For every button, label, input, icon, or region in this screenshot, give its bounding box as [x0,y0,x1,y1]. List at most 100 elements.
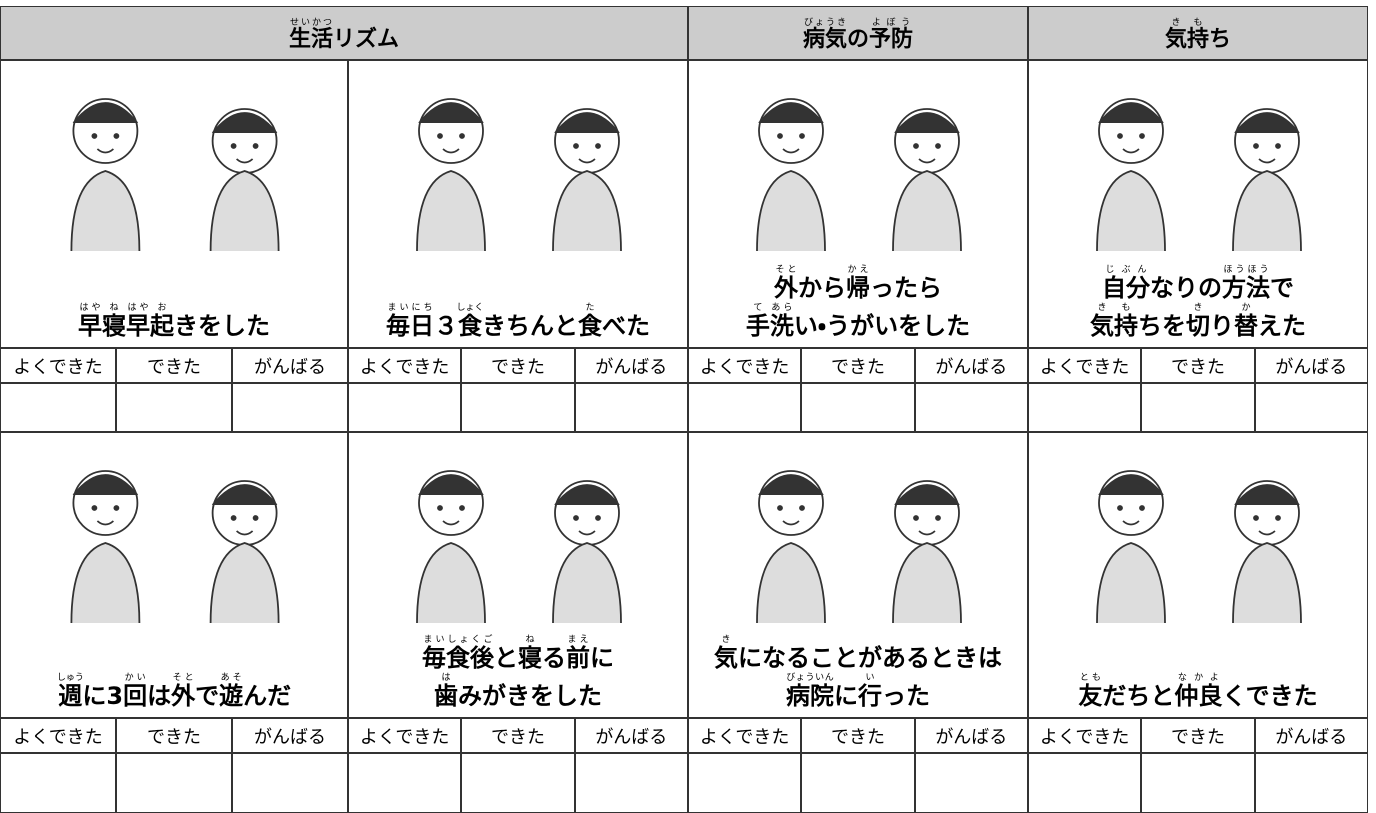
text: で [195,682,220,710]
base: 気持 [1164,27,1209,52]
rating-label: よくできた [1028,718,1142,753]
rating-cell[interactable] [461,753,575,813]
text: から [798,274,846,302]
rating-cell[interactable] [116,383,232,432]
rating-cell[interactable] [1254,383,1368,432]
text: に [834,682,858,710]
rating-cell[interactable] [1141,383,1255,432]
furigana: あそ [219,673,244,683]
furigana: びょうき [802,18,847,28]
text: に3 [82,682,124,710]
ruby-text: 気持きも [1090,303,1138,340]
furigana: はや [126,303,150,313]
text: で [1270,274,1294,302]
rating-cell[interactable] [688,383,802,432]
furigana: びょういん [786,673,834,683]
caption: 早はや寝ね早はや起おきをした [1,303,347,341]
furigana: しゅう [56,673,84,683]
text: り [1210,312,1234,340]
rating-cell[interactable] [574,383,688,432]
rating-cell[interactable] [0,753,116,813]
base: 友 [1078,682,1103,710]
base: 外 [171,682,196,710]
rating-cell[interactable] [914,383,1028,432]
base: 切 [1186,312,1210,340]
text: なりの [1150,274,1222,302]
text: べた [601,312,650,340]
ruby-text: 外そと [774,265,798,302]
rating-cell[interactable] [914,753,1028,813]
caption-line: 気持きもちを切きり替かえた [1029,303,1367,341]
ruby-text: 替か [1234,303,1258,340]
furigana: かい [123,673,148,683]
rating-cell[interactable] [348,383,462,432]
text: い・うがいをした [793,312,971,340]
illustration [756,98,962,252]
illustration [1096,98,1302,252]
ruby-text: 寝ね [518,635,542,672]
rating-cell[interactable] [688,753,802,813]
furigana: は [434,673,458,683]
rating-cell[interactable] [461,383,575,432]
furigana: あら [769,303,794,313]
base: 歯 [434,682,458,710]
rating-label: がんばる [574,718,688,753]
furigana: か [1234,303,1258,313]
text: る [542,644,566,672]
caption-line: 歯はみがきをした [349,673,687,711]
rating-cell[interactable] [1028,383,1142,432]
illustration [416,98,622,252]
furigana: よぼう [869,18,914,28]
activity-card: 気きになることがあるときは 病院びょういんに行いった [688,432,1028,718]
rating-cell[interactable] [801,383,915,432]
rating-label: がんばる [1254,718,1368,753]
ruby-text: 食しょく [456,303,483,340]
base: 洗 [769,312,794,340]
activity-card: 毎日まいにち３食しょくきちんと食たべた [348,60,688,348]
base: 手 [745,312,770,340]
furigana: きも [1090,303,1138,313]
base: 自分 [1102,274,1150,302]
rating-label: できた [116,348,232,383]
rating-cell[interactable] [801,753,915,813]
text: になることがあるときは [738,644,1002,672]
caption: 自分じぶんなりの方法ほうほうで 気持きもちを切きり替かえた [1029,265,1367,341]
ruby-text: 歯は [434,673,458,710]
furigana: そと [171,673,196,683]
ruby-text: 早はや [78,303,102,340]
rating-label: できた [461,718,575,753]
rating-cell[interactable] [1254,753,1368,813]
rating-cell[interactable] [116,753,232,813]
text: きをした [174,312,270,340]
ruby-text: 切き [1186,303,1210,340]
rating-label: できた [1141,718,1255,753]
rating-label: がんばる [232,348,348,383]
text: ち [1209,27,1232,52]
text: みがきをした [458,682,602,710]
caption: 外そとから帰かえったら手て洗あらい・うがいをした [689,265,1027,341]
text: は [147,682,172,710]
text: に [590,644,614,672]
illustration [70,98,280,252]
rating-cell[interactable] [0,383,116,432]
rating-label: がんばる [1254,348,1368,383]
rating-cell[interactable] [1028,753,1142,813]
ruby-text: 帰かえ [846,265,870,302]
rating-label: よくできた [688,718,802,753]
ruby-text: 手て [745,303,770,340]
text: ったら [870,274,942,302]
ruby-text: 外そと [171,673,196,710]
furigana: はや [78,303,102,313]
furigana: きも [1164,18,1209,28]
furigana: とも [1078,673,1103,683]
rating-cell[interactable] [232,753,348,813]
rating-cell[interactable] [232,383,348,432]
rating-cell[interactable] [1141,753,1255,813]
caption-line: 早はや寝ね早はや起おきをした [1,303,347,341]
rating-cell[interactable] [574,753,688,813]
rating-cell[interactable] [348,753,462,813]
furigana: なかよ [1174,673,1223,683]
ruby-text: 洗あら [769,303,794,340]
text: ちを [1138,312,1186,340]
ruby-text: 予防よぼう [869,18,913,53]
